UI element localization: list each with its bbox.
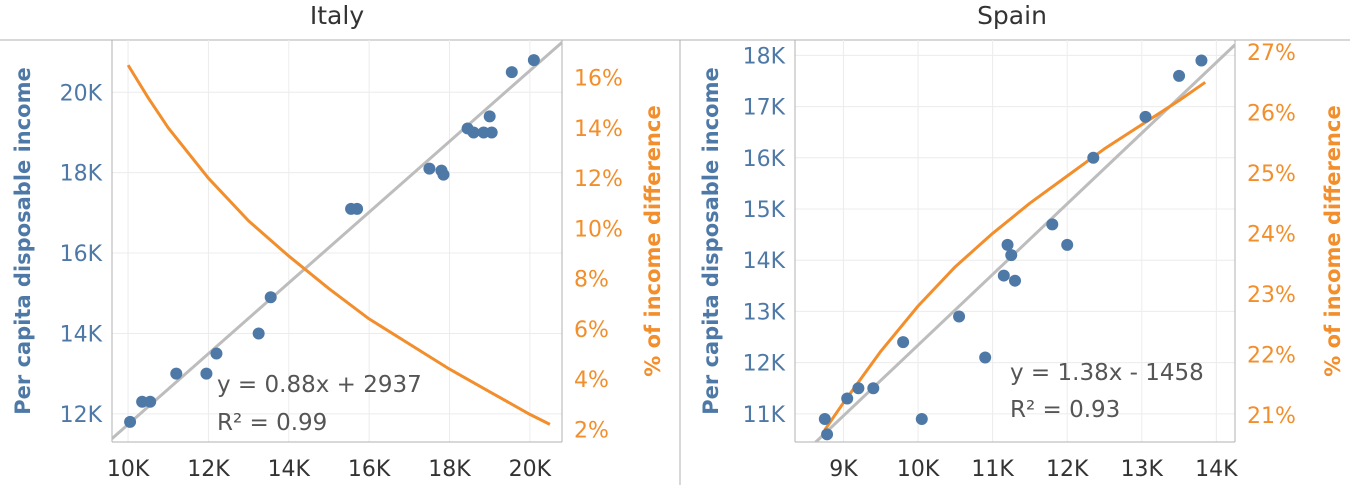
spain-scatter-point <box>915 412 928 425</box>
italy-x-tick-label: 18K <box>428 457 471 482</box>
spain-scatter-point <box>1001 238 1014 251</box>
italy-x-tick-label: 16K <box>348 457 391 482</box>
spain-scatter-point <box>841 392 854 405</box>
italy-y2-tick-label: 6% <box>574 318 609 343</box>
italy-y2-tick-label: 2% <box>574 418 609 443</box>
italy-scatter-point <box>505 66 518 79</box>
italy-y-tick-label: 14K <box>60 322 103 347</box>
spain-scatter-point <box>1173 69 1186 82</box>
spain-x-tick-label: 14K <box>1195 457 1238 482</box>
italy-scatter-point <box>485 126 498 139</box>
italy-trendline <box>112 41 562 440</box>
italy-y2-tick-label: 10% <box>574 217 623 242</box>
spain-scatter-point <box>953 310 966 323</box>
spain-scatter-point <box>867 382 880 395</box>
italy-x-tick-label: 20K <box>509 457 552 482</box>
italy-regression-annotation: y = 0.88x + 2937 <box>217 372 422 398</box>
spain-chart-title: Spain <box>977 1 1047 30</box>
italy-x-tick-label: 10K <box>107 457 150 482</box>
spain-scatter-point <box>1046 218 1059 231</box>
spain-scatter-point <box>897 336 910 349</box>
italy-y2-tick-label: 16% <box>574 67 623 92</box>
italy-x-tick-label: 12K <box>187 457 230 482</box>
spain-scatter-point <box>852 382 865 395</box>
spain-x-tick-label: 12K <box>1046 457 1089 482</box>
spain-y-tick-label: 18K <box>743 44 786 69</box>
spain-y2-tick-label: 24% <box>1247 222 1296 247</box>
spain-regression-annotation: y = 1.38x - 1458 <box>1010 360 1204 386</box>
spain-y-tick-label: 15K <box>743 198 786 223</box>
italy-y-tick-label: 20K <box>60 81 103 106</box>
italy-x-tick-label: 14K <box>268 457 311 482</box>
spain-x-tick-label: 11K <box>971 457 1014 482</box>
spain-x-tick-label: 13K <box>1121 457 1164 482</box>
italy-scatter-point <box>200 367 213 380</box>
italy-scatter-point <box>210 347 223 360</box>
spain-y-tick-label: 16K <box>743 147 786 172</box>
spain-y-tick-label: 12K <box>743 352 786 377</box>
italy-y-tick-label: 18K <box>60 162 103 187</box>
italy-scatter-point <box>351 202 364 215</box>
spain-x-tick-label: 10K <box>897 457 940 482</box>
spain-scatter-point <box>979 351 992 364</box>
spain-scatter-point <box>1009 274 1021 287</box>
italy-y2-axis-title: % of income difference <box>641 105 665 376</box>
italy-y2-tick-label: 14% <box>574 117 623 142</box>
italy-scatter-point <box>264 291 277 304</box>
italy-y-tick-label: 12K <box>60 403 103 428</box>
spain-x-tick-label: 9K <box>829 457 858 482</box>
spain-y-tick-label: 11K <box>743 403 786 428</box>
spain-y-tick-label: 14K <box>743 249 786 274</box>
spain-y2-tick-label: 23% <box>1247 283 1296 308</box>
italy-pct-difference-line <box>126 64 551 426</box>
spain-scatter-point <box>1139 110 1152 123</box>
spain-y2-tick-label: 25% <box>1247 162 1296 187</box>
spain-regression-annotation: R² = 0.93 <box>1010 397 1120 423</box>
italy-scatter-point <box>467 126 480 139</box>
spain-scatter-point <box>821 428 834 441</box>
spain-y-tick-label: 17K <box>743 96 786 121</box>
spain-y-axis-title: Per capita disposable income <box>699 67 723 414</box>
italy-scatter-point <box>252 327 265 340</box>
spain-scatter-point <box>818 412 831 425</box>
spain-scatter-point <box>1195 54 1208 67</box>
spain-y2-axis-title: % of income difference <box>1321 105 1345 376</box>
spain-scatter-point <box>1061 238 1074 251</box>
spain-scatter-point <box>1005 249 1018 262</box>
italy-chart-title: Italy <box>310 1 364 30</box>
italy-y-axis-title: Per capita disposable income <box>11 67 35 414</box>
spain-scatter-point <box>1087 151 1100 164</box>
italy-y2-tick-label: 12% <box>574 167 623 192</box>
spain-y2-tick-label: 21% <box>1247 404 1296 429</box>
italy-scatter-point <box>437 168 450 181</box>
italy-scatter-point <box>170 367 183 380</box>
italy-scatter-point <box>527 54 540 67</box>
italy-y-tick-label: 16K <box>60 242 103 267</box>
spain-scatter-point <box>997 269 1010 282</box>
italy-scatter-point <box>483 110 496 123</box>
italy-regression-annotation: R² = 0.99 <box>217 410 327 436</box>
italy-y2-tick-label: 4% <box>574 368 609 393</box>
italy-scatter-point <box>124 415 137 428</box>
spain-y2-tick-label: 22% <box>1247 343 1296 368</box>
spain-y-tick-label: 13K <box>743 300 786 325</box>
spain-y2-tick-label: 26% <box>1247 102 1296 127</box>
italy-scatter-point <box>144 395 157 408</box>
italy-y2-tick-label: 8% <box>574 268 609 293</box>
spain-y2-tick-label: 27% <box>1247 41 1296 66</box>
italy-scatter-point <box>423 162 436 175</box>
